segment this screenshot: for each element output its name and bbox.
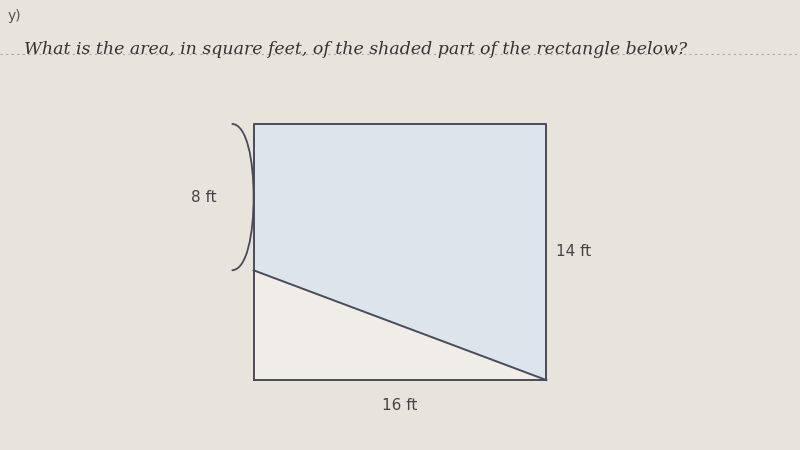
Text: y): y) [8,9,22,23]
Polygon shape [254,270,546,380]
Text: 16 ft: 16 ft [382,398,418,414]
Text: What is the area, in square feet, of the shaded part of the rectangle below?: What is the area, in square feet, of the… [24,40,687,58]
Polygon shape [254,124,546,380]
Text: 14 ft: 14 ft [555,244,590,260]
Text: 8 ft: 8 ft [191,189,217,205]
